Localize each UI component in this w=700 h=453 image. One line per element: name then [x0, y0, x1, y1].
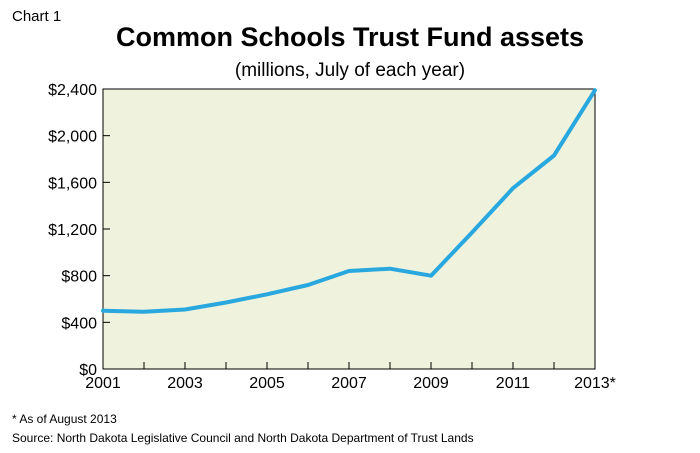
x-tick-label: 2007: [331, 375, 367, 392]
y-tick-label: $2,400: [48, 82, 97, 99]
source-note: Source: North Dakota Legislative Council…: [12, 431, 474, 445]
y-tick-label: $800: [61, 269, 97, 286]
x-tick-label: 2009: [413, 375, 449, 392]
y-tick-label: $2,000: [48, 129, 97, 146]
chart-title: Common Schools Trust Fund assets: [115, 22, 585, 52]
x-tick-label: 2013*: [574, 375, 616, 392]
chart-subtitle: (millions, July of each year): [234, 60, 466, 81]
series-line: [101, 88, 597, 314]
y-axis: $0 $400 $800 $1,200 $1,600 $2,000 $2,400: [48, 82, 110, 379]
x-tick-label: 2003: [167, 375, 203, 392]
x-tick-label: 2011: [496, 375, 531, 392]
plot-area: [102, 88, 596, 370]
y-tick-label: $400: [61, 315, 97, 332]
series-layer: [101, 88, 597, 314]
footnote: * As of August 2013: [12, 412, 117, 426]
y-tick-label: $1,200: [48, 222, 97, 239]
y-tick-label: $0: [79, 362, 97, 379]
x-tick-label: 2005: [249, 375, 285, 392]
y-tick-label: $1,600: [48, 175, 97, 192]
x-tick-label: 2001: [85, 375, 121, 392]
x-axis: 2001 2003 2005 2007 2009 2011 2013*: [85, 362, 616, 392]
chart-number-label: Chart 1: [12, 8, 62, 25]
